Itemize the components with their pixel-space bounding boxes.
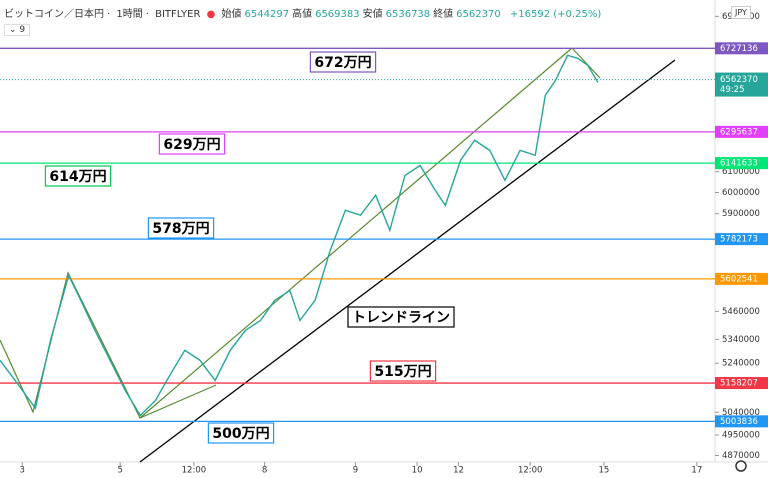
symbol: ビットコイン／日本円 xyxy=(4,9,104,20)
y-tick-label: 5340000 xyxy=(722,335,760,345)
ohlc-value: 6544297 xyxy=(244,9,290,20)
annotation-box xyxy=(309,51,377,73)
annotation-text: 672万円 xyxy=(314,55,371,71)
indicator: 9 xyxy=(19,25,26,35)
price-level-label: 6295637 xyxy=(720,127,758,137)
price-level-tag xyxy=(715,233,768,246)
x-tick-label: 8 xyxy=(262,466,267,476)
annotation-box xyxy=(147,217,215,239)
price-level-label: 6727136 xyxy=(720,44,758,54)
x-tick-label: 17 xyxy=(691,466,702,476)
interval: 1時間 xyxy=(116,9,143,20)
x-tick-label: 9 xyxy=(353,466,358,476)
price-level-label: 5782173 xyxy=(720,235,758,245)
y-tick-label: 4950000 xyxy=(722,430,760,440)
y-tick-label: 6100000 xyxy=(722,167,760,177)
y-tick-label: 4870000 xyxy=(722,451,760,461)
x-tick-label: 5 xyxy=(117,466,122,476)
annotation-box xyxy=(207,422,275,444)
price-level-label: 5602541 xyxy=(720,274,758,284)
x-tick-label: 3 xyxy=(20,466,25,476)
channel-line xyxy=(139,47,573,419)
price-level-tag xyxy=(715,415,768,428)
annotation: 614万円 xyxy=(44,165,112,187)
last-price-tag xyxy=(715,72,768,97)
price-level-label: 5003836 xyxy=(720,417,758,427)
change: +16592 (+0.25%) xyxy=(509,9,602,20)
ohlc-value: 6569383 xyxy=(315,9,360,20)
x-tick-label: 15 xyxy=(598,466,609,476)
last-price-label: 6562370 xyxy=(720,75,758,85)
price-level-tag xyxy=(715,377,768,390)
ohlc-value: 6536738 xyxy=(385,9,431,20)
exchange: BITFLYER xyxy=(155,9,201,20)
price-level-label: 6141633 xyxy=(720,159,758,169)
x-tick-label: 12:00 xyxy=(518,466,543,476)
ohlc-label: 始値 xyxy=(221,9,242,20)
x-tick-label: 10 xyxy=(412,466,423,476)
y-tick-label: 5460000 xyxy=(722,307,760,317)
x-tick-label: 12 xyxy=(453,466,464,476)
annotation: 578万円 xyxy=(147,217,215,239)
annotation: トレンドライン xyxy=(347,306,455,328)
header: ビットコイン／日本円 · 1時間 · BITFLYER ● 始値 6544297 高値 6… xyxy=(4,9,602,20)
countdown: 49:25 xyxy=(720,85,745,95)
annotation-text: 629万円 xyxy=(163,137,220,153)
price-level-tag xyxy=(715,157,768,170)
annotation-text: トレンドライン xyxy=(352,310,450,326)
annotation: 500万円 xyxy=(207,422,275,444)
annotation-box xyxy=(158,133,226,155)
ohlc-label: 安値 xyxy=(362,9,383,20)
settings-icon[interactable] xyxy=(735,460,747,472)
annotation: 629万円 xyxy=(158,133,226,155)
y-tick-label: 5240000 xyxy=(722,359,760,369)
price-level-tag xyxy=(715,125,768,138)
y-tick-label: 5900000 xyxy=(722,209,760,219)
indicator-toggle[interactable]: ⌄ 9 xyxy=(4,24,31,36)
ohlc: 始値 6544297 高値 6569383 安値 6536738 終値 6562370 xyxy=(222,9,504,20)
ohlc-label: 高値 xyxy=(292,9,313,20)
channel-line xyxy=(571,47,601,79)
x-tick-label: 12:00 xyxy=(182,466,207,476)
annotation-text: 578万円 xyxy=(152,221,209,237)
annotation-box xyxy=(44,165,112,187)
ohlc-label: 終値 xyxy=(433,9,454,20)
annotation: 515万円 xyxy=(369,360,437,382)
annotation: 672万円 xyxy=(309,51,377,73)
price-line xyxy=(0,54,599,417)
annotation-box xyxy=(369,360,437,382)
zigzag-drawing xyxy=(0,271,217,419)
annotation-text: 614万円 xyxy=(49,169,106,185)
y-tick-label: 5040000 xyxy=(722,408,760,418)
trend-line xyxy=(139,59,676,463)
annotation-text: 500万円 xyxy=(212,426,269,442)
price-level-tag xyxy=(715,272,768,285)
y-tick-label: 6000000 xyxy=(722,188,760,198)
currency[interactable]: JPY xyxy=(731,6,751,19)
annotation-box xyxy=(347,306,455,328)
annotation-text: 515万円 xyxy=(374,364,431,380)
price-level-label: 5158207 xyxy=(720,379,758,389)
ohlc-value: 6562370 xyxy=(456,9,501,20)
price-level-tag xyxy=(715,42,768,55)
